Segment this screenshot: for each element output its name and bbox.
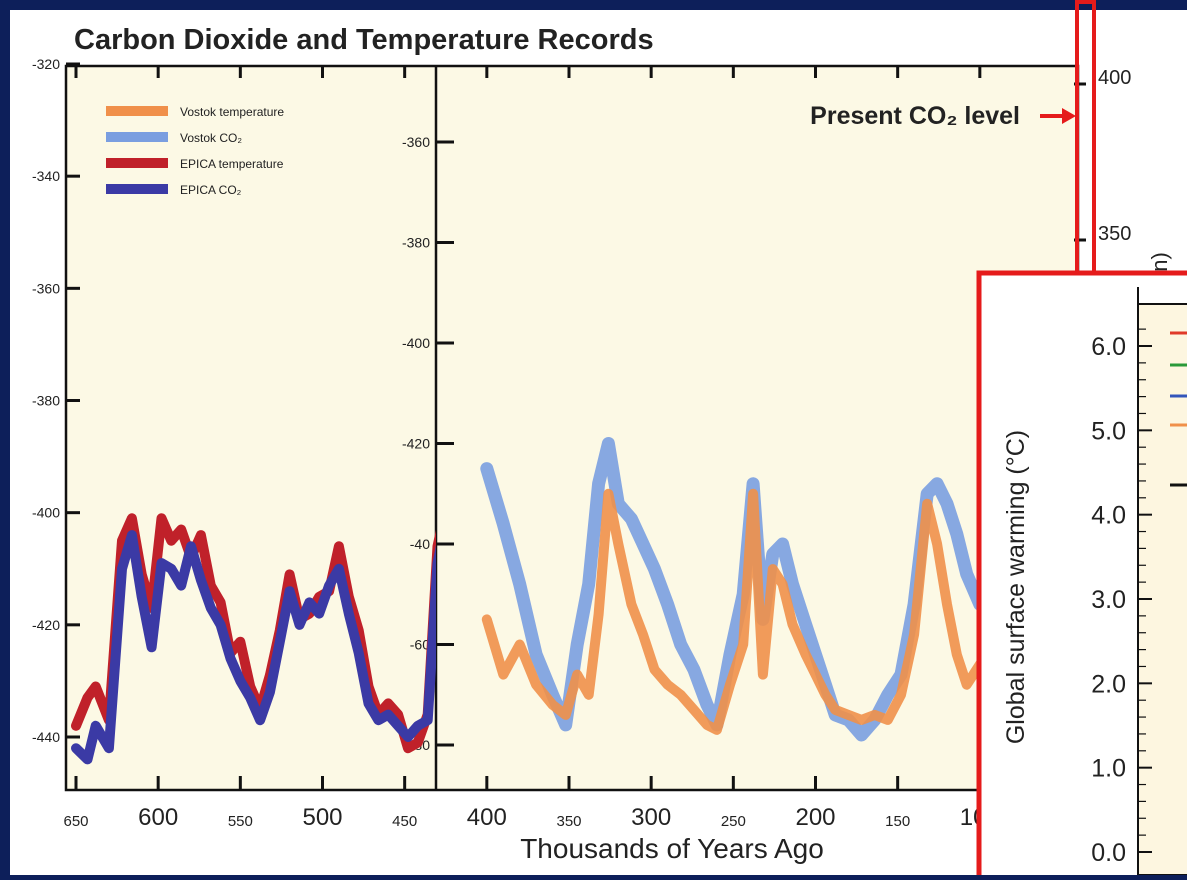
series-line-epica-co- — [71, 530, 436, 765]
inset-tick-label: 3.0 — [1091, 586, 1126, 614]
mid-axis-tick-label: -380 — [402, 235, 430, 251]
inset-legend — [1170, 331, 1187, 487]
right-axis-tick-label: 350 — [1098, 223, 1131, 245]
left-axis-tick-label: -440 — [32, 729, 60, 745]
x-axis-tick-label: 650 — [63, 813, 88, 830]
mid-axis-tick-label: -420 — [402, 436, 430, 452]
mid-axis-tick-label: -400 — [402, 335, 430, 351]
mid-axis-tick-label: -360 — [402, 134, 430, 150]
right-axis-label-fragment: n) — [1147, 252, 1172, 272]
inset-tick-label: 2.0 — [1091, 670, 1126, 698]
x-axis-tick-label: 350 — [556, 813, 581, 830]
left-axis-tick-label: -420 — [32, 617, 60, 633]
vostok-series-group — [480, 437, 1036, 742]
x-axis-tick-label: 200 — [795, 804, 835, 831]
left-axis-tick-label: -340 — [32, 168, 60, 184]
x-axis-tick-label: 150 — [885, 813, 910, 830]
inset-plot-area — [1137, 303, 1187, 876]
annotation-arrow-head — [1062, 108, 1076, 124]
legend-label: Vostok temperature — [180, 105, 284, 119]
x-axis-tick-label: 450 — [392, 813, 417, 830]
left-axis-tick-label: -380 — [32, 393, 60, 409]
warming-inset: 6.0 5.0 4.0 3.0 2.0 1.0 0.0 Global surface war… — [976, 270, 1187, 880]
right-axis: 400 350 — [1074, 67, 1131, 245]
x-axis-label: Thousands of Years Ago — [520, 833, 824, 864]
mid-axis-tick-label: -40 — [410, 536, 430, 552]
mid-axis: -360-380-400-420-40-60-80 — [402, 134, 454, 753]
legend-label: EPICA temperature — [180, 157, 284, 171]
left-axis-tick-label: -400 — [32, 505, 60, 521]
mid-axis-tick-label: -60 — [410, 637, 430, 653]
left-axis-tick-label: -320 — [32, 56, 60, 72]
epica-series-group — [71, 513, 436, 765]
x-axis-tick-label: 500 — [302, 804, 342, 831]
x-axis-tick-label: 300 — [631, 804, 671, 831]
inset-tick-label: 1.0 — [1091, 755, 1126, 783]
inset-tick-label: 0.0 — [1091, 839, 1126, 867]
legend-label: Vostok CO₂ — [180, 131, 242, 145]
series-line-vostok-temperature — [481, 488, 1035, 735]
left-axis-tick-label: -360 — [32, 280, 60, 296]
inset-tick-label: 5.0 — [1091, 417, 1126, 445]
right-axis-tick-label: 400 — [1098, 67, 1131, 89]
legend-label: EPICA CO₂ — [180, 183, 242, 197]
x-axis-tick-label: 600 — [138, 804, 178, 831]
x-axis-tick-label: 550 — [228, 813, 253, 830]
inset-y-label: Global surface warming (°C) — [1002, 430, 1030, 744]
x-axis-tick-label: 400 — [467, 804, 507, 831]
left-axis: -320 -340 -360 -380 -400 -420 -440 — [32, 56, 80, 745]
present-co2-annotation: Present CO₂ level — [810, 102, 1020, 130]
legend: Vostok temperature Vostok CO₂ EPICA temper… — [106, 105, 284, 197]
inset-tick-label: 6.0 — [1091, 333, 1126, 361]
inset-y-axis: 6.0 5.0 4.0 3.0 2.0 1.0 0.0 — [1091, 328, 1152, 867]
inset-tick-label: 4.0 — [1091, 502, 1126, 530]
chart-title: Carbon Dioxide and Temperature Records — [74, 24, 654, 56]
x-axis-tick-label: 250 — [721, 813, 746, 830]
